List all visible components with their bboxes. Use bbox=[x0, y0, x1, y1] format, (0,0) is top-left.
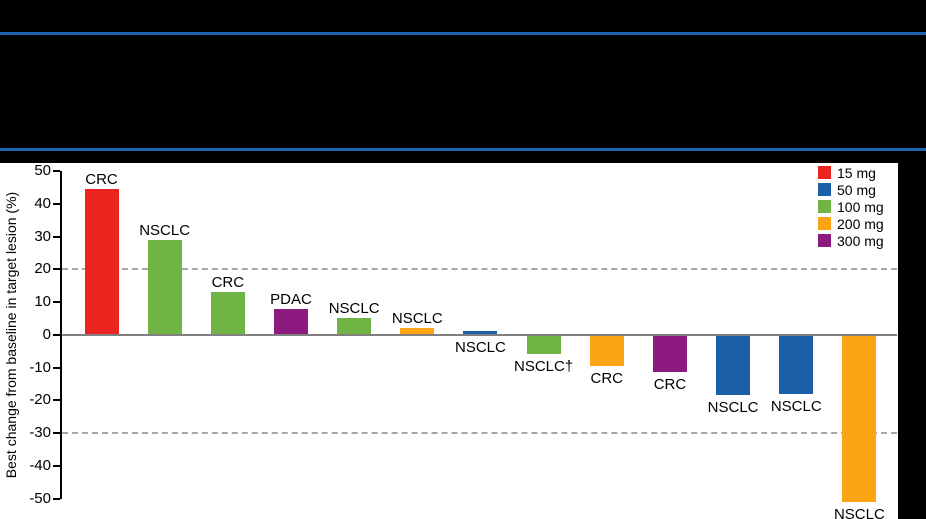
y-tick-label: -40 bbox=[29, 456, 51, 474]
bar-label: CRC bbox=[211, 274, 245, 292]
y-tick-label: 10 bbox=[34, 293, 51, 310]
bar-label: NSCLC bbox=[139, 221, 191, 239]
legend-label: 100 mg bbox=[837, 198, 884, 215]
reference-line bbox=[62, 432, 897, 434]
legend-label: 50 mg bbox=[837, 181, 876, 198]
bar-3 bbox=[210, 292, 245, 335]
bar-12 bbox=[779, 334, 814, 394]
reference-line bbox=[62, 268, 897, 271]
bar-label: NSCLC bbox=[328, 300, 380, 318]
waterfall-chart: Best change from baseline in target lesi… bbox=[0, 162, 898, 519]
y-tick bbox=[53, 235, 60, 238]
y-tick-label: 30 bbox=[34, 227, 51, 245]
y-tick-label: 20 bbox=[34, 260, 51, 278]
bar-6 bbox=[400, 328, 435, 335]
legend-label: 300 mg bbox=[837, 232, 884, 249]
legend: 15 mg 50 mg 100 mg 200 mg 300 mg bbox=[818, 164, 884, 249]
y-tick bbox=[53, 202, 60, 205]
y-tick-label: 0 bbox=[42, 325, 51, 343]
y-tick bbox=[53, 366, 60, 369]
legend-item: 50 mg bbox=[818, 181, 884, 198]
legend-swatch-icon bbox=[818, 166, 831, 179]
bar-8 bbox=[526, 334, 561, 355]
legend-swatch-icon bbox=[818, 217, 831, 230]
bar-1 bbox=[84, 189, 119, 335]
bar-label: CRC bbox=[653, 376, 687, 394]
y-tick-label: -20 bbox=[29, 391, 51, 409]
bar-10 bbox=[652, 334, 687, 373]
bar-label: NSCLC bbox=[707, 399, 759, 417]
y-tick bbox=[53, 399, 60, 402]
y-tick-label: 40 bbox=[34, 194, 51, 212]
y-tick-label: -10 bbox=[29, 358, 51, 376]
legend-label: 200 mg bbox=[837, 215, 884, 232]
y-tick bbox=[53, 497, 60, 500]
y-tick-label: -30 bbox=[29, 424, 51, 441]
bar-7 bbox=[463, 331, 498, 335]
y-axis-line bbox=[60, 171, 62, 499]
y-tick bbox=[53, 301, 60, 303]
y-tick bbox=[53, 432, 60, 434]
bar-label: CRC bbox=[590, 369, 624, 387]
legend-swatch-icon bbox=[818, 234, 831, 247]
bar-4 bbox=[273, 308, 308, 335]
bar-label: NSCLC bbox=[455, 338, 506, 356]
zero-line bbox=[62, 333, 897, 336]
bar-label: CRC bbox=[85, 171, 118, 188]
legend-swatch-icon bbox=[818, 183, 831, 196]
bar-2 bbox=[147, 239, 182, 335]
y-tick bbox=[53, 333, 60, 336]
y-tick bbox=[53, 464, 60, 467]
legend-label: 15 mg bbox=[837, 164, 876, 181]
legend-item: 100 mg bbox=[818, 198, 884, 215]
bar-label: PDAC bbox=[270, 290, 312, 308]
bar-5 bbox=[337, 318, 372, 335]
legend-item: 200 mg bbox=[818, 215, 884, 232]
legend-item: 15 mg bbox=[818, 164, 884, 181]
y-tick-label: 50 bbox=[34, 162, 51, 179]
legend-item: 300 mg bbox=[818, 232, 884, 249]
y-tick bbox=[53, 268, 60, 271]
bar-11 bbox=[716, 334, 751, 396]
legend-swatch-icon bbox=[818, 200, 831, 213]
y-tick bbox=[53, 170, 60, 172]
bar-label: NSCLC bbox=[833, 505, 885, 519]
header-rule-top bbox=[0, 32, 926, 35]
header-rule-bottom bbox=[0, 148, 926, 151]
bar-label: NSCLC† bbox=[514, 358, 574, 376]
bar-9 bbox=[589, 334, 624, 366]
y-tick-label: -50 bbox=[29, 489, 51, 507]
bar-label: NSCLC bbox=[391, 310, 443, 328]
bar-13 bbox=[842, 334, 877, 502]
bar-label: NSCLC bbox=[770, 397, 822, 415]
